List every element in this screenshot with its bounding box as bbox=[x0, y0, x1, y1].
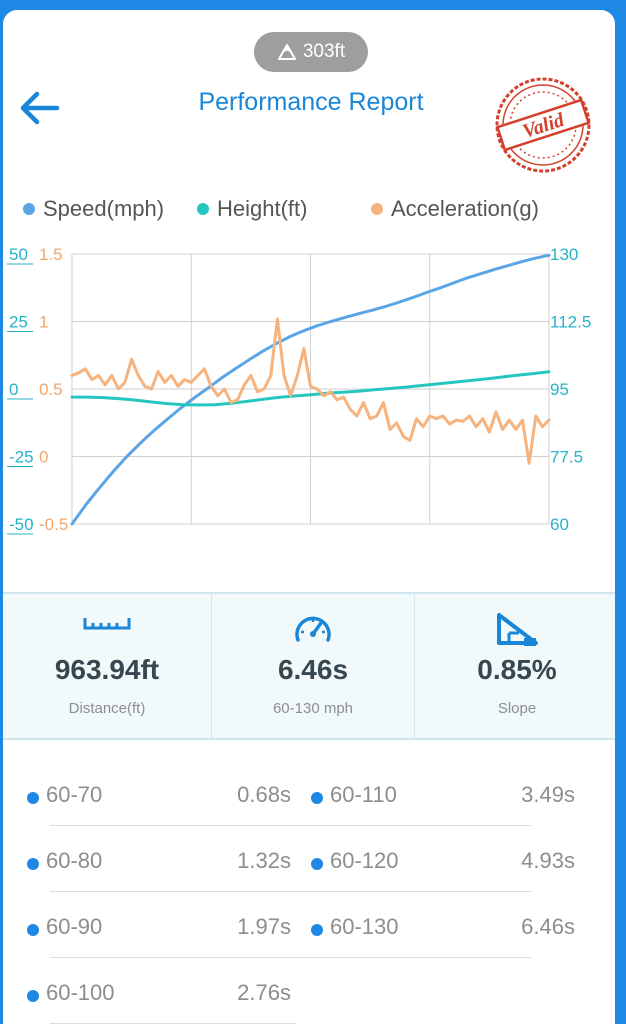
series-line-acceleration-g bbox=[70, 317, 551, 465]
speed-axis-tick: 77.5 bbox=[550, 448, 583, 467]
split-time: 3.49s bbox=[521, 782, 575, 807]
bullet-dot bbox=[311, 858, 323, 870]
split-times-list: 60-70 0.68s 60-110 3.49s 60-80 1.32s 60-… bbox=[3, 760, 615, 1024]
stat-time: 6.46s 60-130 mph bbox=[211, 594, 415, 738]
acceleration-axis-tick: 1 bbox=[39, 313, 48, 332]
series-line-speed-mph bbox=[70, 253, 551, 526]
mountain-icon bbox=[277, 44, 296, 60]
split-range: 60-70 bbox=[46, 782, 103, 807]
legend-label: Speed(mph) bbox=[43, 196, 165, 221]
bullet-dot bbox=[311, 924, 323, 936]
split-row: 60-70 0.68s 60-110 3.49s bbox=[3, 760, 615, 826]
height-axis-tick: 50 bbox=[9, 245, 28, 264]
stat-value: 6.46s bbox=[277, 654, 349, 685]
speed-axis-tick: 130 bbox=[550, 245, 578, 264]
stat-distance: 963.94ft Distance(ft) bbox=[3, 594, 211, 738]
legend-label: Acceleration(g) bbox=[391, 196, 539, 221]
height-axis-tick: -50 bbox=[9, 515, 34, 534]
split-time: 1.32s bbox=[237, 848, 291, 873]
legend-dot bbox=[371, 203, 383, 215]
split-row: 60-90 1.97s 60-130 6.46s bbox=[3, 892, 615, 958]
legend-dot bbox=[23, 203, 35, 215]
bullet-dot bbox=[27, 990, 39, 1002]
stat-slope: 0.85% Slope bbox=[415, 594, 615, 738]
split-range: 60-110 bbox=[330, 782, 397, 807]
row-divider bbox=[50, 825, 531, 826]
row-divider bbox=[50, 957, 531, 958]
split-time: 4.93s bbox=[521, 848, 575, 873]
report-card: 303ft Performance Report Valid Speed(mph… bbox=[3, 10, 615, 1024]
split-time: 6.46s bbox=[521, 914, 575, 939]
split-time: 1.97s bbox=[237, 914, 291, 939]
stat-label: Distance(ft) bbox=[68, 700, 146, 717]
stat-value: 963.94ft bbox=[54, 654, 160, 685]
split-time: 0.68s bbox=[237, 782, 291, 807]
legend-label: Height(ft) bbox=[217, 196, 308, 221]
legend-item-speed: Speed(mph) bbox=[23, 196, 164, 222]
acceleration-axis-tick: 1.5 bbox=[39, 245, 63, 264]
bullet-dot bbox=[27, 924, 39, 936]
ruler-icon bbox=[83, 618, 131, 630]
acceleration-axis-tick: -0.5 bbox=[39, 515, 68, 534]
page-title: Performance Report bbox=[198, 88, 424, 116]
row-divider bbox=[50, 891, 531, 892]
valid-stamp: Valid bbox=[495, 77, 591, 173]
slope-icon bbox=[497, 613, 538, 646]
bullet-dot bbox=[311, 792, 323, 804]
split-row: 60-80 1.32s 60-120 4.93s bbox=[3, 826, 615, 892]
series-line-height-ft bbox=[70, 370, 551, 407]
split-row: 60-100 2.76s bbox=[3, 958, 615, 1024]
split-range: 60-130 bbox=[330, 914, 399, 939]
split-time: 2.76s bbox=[237, 980, 291, 1005]
height-axis-tick: 25 bbox=[9, 313, 28, 332]
performance-chart: 50 25 0 -25 -50 1.5 1 0.5 0 -0.5 130 112.5 95 77.5 60 bbox=[7, 245, 591, 535]
speed-axis-tick: 112.5 bbox=[550, 313, 591, 332]
legend-item-acceleration: Acceleration(g) bbox=[371, 196, 539, 222]
speed-axis-tick: 60 bbox=[550, 515, 569, 534]
speedometer-icon bbox=[295, 616, 331, 642]
legend-item-height: Height(ft) bbox=[197, 196, 307, 222]
split-range: 60-120 bbox=[330, 848, 399, 873]
split-range: 60-80 bbox=[46, 848, 103, 873]
speed-axis-tick: 95 bbox=[550, 380, 569, 399]
legend-dot bbox=[197, 203, 209, 215]
stats-panel: 963.94ft Distance(ft) 6.46s 60-130 mph 0… bbox=[3, 592, 615, 740]
acceleration-axis-tick: 0 bbox=[39, 448, 48, 467]
height-axis-tick: 0 bbox=[9, 380, 18, 399]
stat-label: 60-130 mph bbox=[272, 700, 354, 717]
altitude-value: 303ft bbox=[302, 41, 346, 62]
split-range: 60-90 bbox=[46, 914, 103, 939]
arrow-left-icon bbox=[20, 91, 60, 125]
stat-value: 0.85% bbox=[477, 654, 557, 685]
bullet-dot bbox=[27, 858, 39, 870]
back-button[interactable] bbox=[17, 90, 61, 126]
height-axis-tick: -25 bbox=[9, 448, 34, 467]
bullet-dot bbox=[27, 792, 39, 804]
altitude-badge: 303ft bbox=[254, 32, 368, 72]
acceleration-axis-tick: 0.5 bbox=[39, 380, 63, 399]
split-range: 60-100 bbox=[46, 980, 115, 1005]
stat-label: Slope bbox=[497, 700, 537, 717]
chart-legend: Speed(mph) Height(ft) Acceleration(g) bbox=[3, 196, 615, 226]
